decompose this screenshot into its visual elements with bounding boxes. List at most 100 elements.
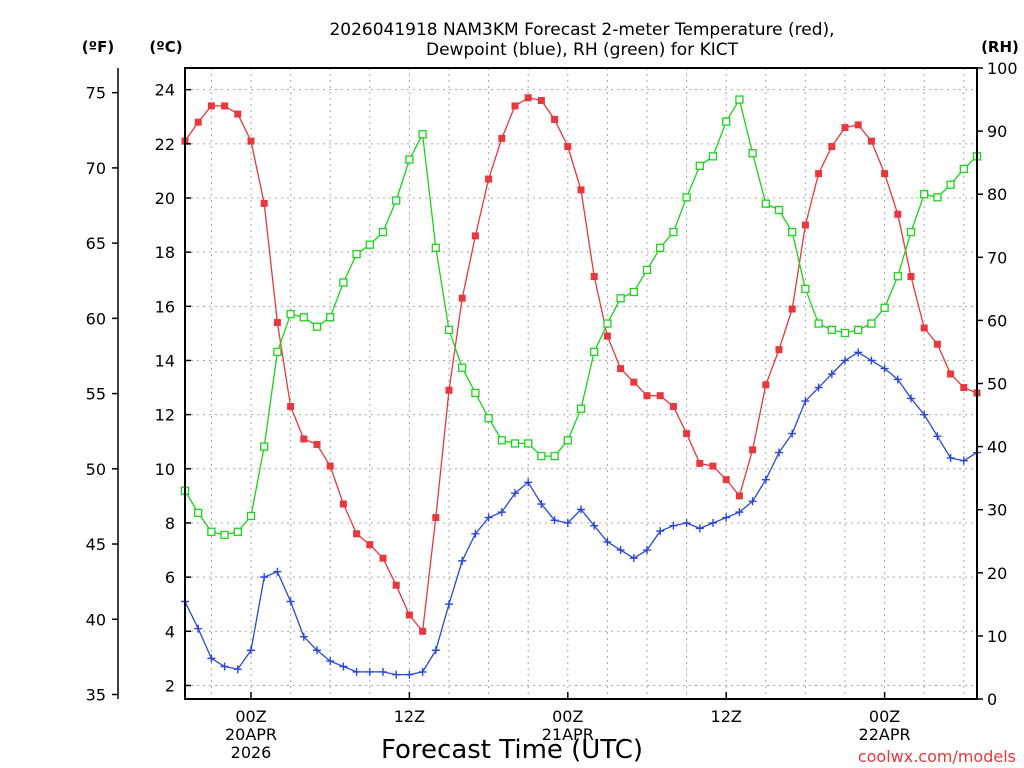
rh-point: [550, 451, 559, 461]
chart-title-line-2: Dewpoint (blue), RH (green) for KICT: [426, 40, 739, 60]
rh-point: [893, 272, 902, 281]
2-meter-temperature-point: [287, 403, 295, 411]
dewpoint-point: [656, 527, 665, 536]
2-meter-temperature-point: [656, 392, 664, 400]
dewpoint-point: [511, 489, 519, 498]
dewpoint-point: [933, 432, 942, 441]
rh-point: [629, 287, 638, 297]
dewpoint-point: [761, 475, 770, 484]
rh-point: [299, 313, 308, 322]
rh-point: [260, 442, 269, 451]
2-meter-temperature-point: [419, 627, 427, 635]
celsius-tick-label: 4: [165, 622, 175, 641]
rh-point: [392, 196, 401, 205]
dewpoint-point: [537, 500, 546, 509]
rh-point: [233, 527, 242, 536]
rh-point: [220, 530, 229, 540]
dewpoint-point: [326, 657, 335, 666]
dewpoint-point: [682, 518, 691, 527]
rh-point: [326, 313, 335, 322]
2-meter-temperature-point: [471, 232, 479, 240]
rh-point: [946, 180, 955, 189]
rh-point: [207, 527, 216, 536]
dewpoint-point: [854, 348, 863, 357]
rh-point: [246, 511, 256, 521]
2-meter-temperature-point: [696, 459, 704, 467]
rh-point: [801, 284, 810, 294]
dewpoint-point: [379, 667, 387, 676]
rh-point: [484, 414, 493, 423]
rh-point: [840, 328, 850, 338]
dewpoint-point: [247, 646, 255, 655]
dewpoint-point: [775, 448, 783, 457]
dewpoint-point: [431, 646, 440, 655]
chart-grid: [185, 68, 977, 699]
rh-point: [695, 161, 704, 170]
dewpoint-point: [550, 516, 559, 525]
rh-point: [603, 319, 612, 328]
fahrenheit-tick-label: 75: [86, 84, 106, 103]
dewpoint-series: [181, 348, 981, 679]
2-meter-temperature-point: [669, 403, 677, 411]
2-meter-temperature-point: [881, 170, 889, 178]
dewpoint-point: [709, 518, 717, 527]
2-meter-temperature-point: [815, 170, 823, 178]
fahrenheit-tick-label: 45: [86, 535, 106, 554]
rh-point: [563, 436, 572, 445]
plot-frame: [184, 67, 978, 700]
2-meter-temperature-series: [181, 94, 981, 635]
2-meter-temperature-point: [458, 294, 466, 302]
rh-point: [590, 347, 599, 357]
rh-point: [616, 294, 625, 303]
time-tick-label: 00Z: [235, 707, 266, 726]
2-meter-temperature-point: [735, 492, 743, 500]
rh-point: [814, 319, 823, 328]
2-meter-temperature-point: [326, 462, 334, 470]
fahrenheit-tick-label: 35: [86, 685, 106, 704]
2-meter-temperature-point: [537, 96, 545, 104]
fahrenheit-axis-label: (ºF): [82, 38, 114, 56]
rh-point: [642, 265, 652, 275]
2-meter-temperature-point: [920, 324, 928, 332]
dewpoint-point: [695, 524, 704, 533]
rh-series: [180, 95, 982, 540]
rh-tick-label: 90: [987, 122, 1007, 141]
2-meter-temperature-point: [300, 435, 308, 443]
dewpoint-point: [603, 537, 612, 546]
dewpoint-point: [260, 573, 269, 582]
rh-tick-label: 10: [987, 627, 1007, 646]
2-meter-temperature-point: [339, 500, 347, 508]
time-tick-label: 2026: [231, 743, 272, 762]
dewpoint-point: [405, 670, 414, 679]
dewpoint-point: [643, 546, 651, 555]
dewpoint-point: [788, 429, 797, 438]
rh-point: [497, 436, 506, 445]
dewpoint-point: [471, 529, 480, 538]
dewpoint-point: [233, 665, 242, 674]
dewpoint-point: [365, 667, 374, 676]
rh-point: [431, 243, 440, 252]
rh-tick-label: 50: [987, 375, 1007, 394]
dewpoint-point: [616, 546, 625, 555]
2-meter-temperature-line: [184, 97, 978, 633]
dewpoint-line: [184, 351, 978, 676]
rh-point: [537, 451, 546, 461]
dewpoint-point: [867, 356, 876, 365]
2-meter-temperature-point: [524, 94, 532, 102]
dewpoint-point: [801, 397, 810, 406]
2-meter-temperature-point: [762, 381, 770, 389]
dewpoint-point: [563, 518, 572, 527]
dewpoint-point: [497, 508, 506, 517]
rh-point: [761, 199, 770, 208]
time-tick-label: 22APR: [859, 725, 911, 744]
source-credit: coolwx.com/models: [858, 747, 1016, 766]
2-meter-temperature-point: [867, 137, 875, 145]
2-meter-temperature-point: [313, 440, 321, 448]
2-meter-temperature-point: [603, 332, 611, 340]
dewpoint-point: [920, 410, 929, 419]
2-meter-temperature-point: [194, 118, 202, 126]
x-axis-label: Forecast Time (UTC): [381, 735, 643, 765]
rh-point: [867, 319, 876, 328]
dewpoint-point: [814, 383, 823, 392]
rh-point: [722, 117, 731, 126]
